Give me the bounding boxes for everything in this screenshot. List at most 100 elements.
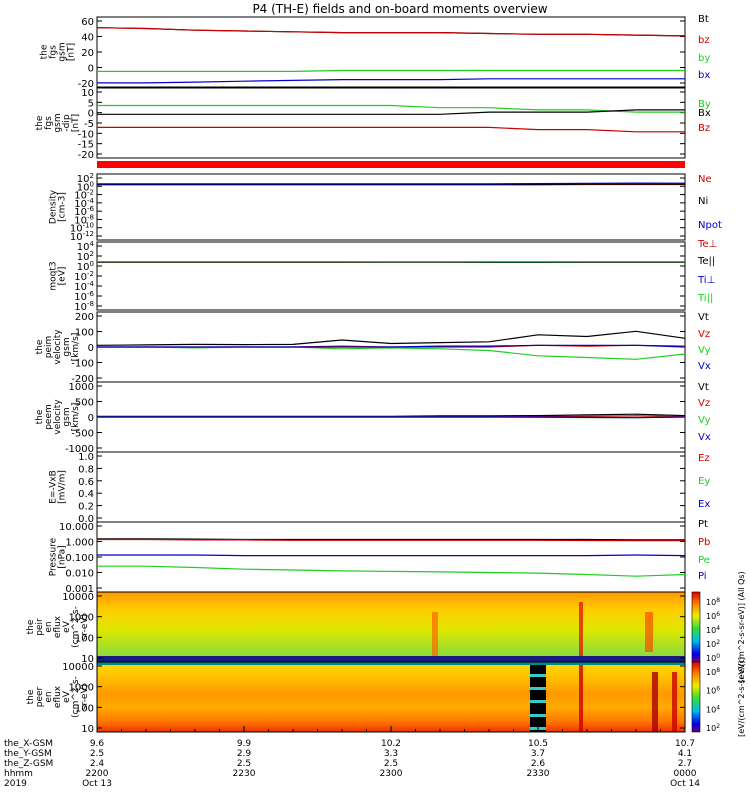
panel-frame (96, 451, 686, 523)
panel-ylabel-line: gsm (62, 337, 72, 356)
data-gap-stripe (530, 687, 546, 690)
x-row-label: the_Z-GSM (4, 759, 53, 769)
y-tick-exponent: -6 (87, 290, 95, 298)
panel-peim-velocity: 200 100 0 -100 -200 the peim velocity gsm [km/s] V… (35, 311, 711, 385)
spectrogram-fill (97, 592, 685, 662)
y-tick-exponent: -2 (87, 189, 94, 197)
x-tick-label-y: 2.5 (90, 749, 104, 759)
panel-ylabel-line: en (44, 691, 54, 702)
legend-label: Ex (698, 499, 710, 510)
panel-ylabel-line: eflux (53, 685, 63, 708)
colorbar-tick-exponent: 4 (716, 704, 720, 711)
panel-ylabel-line: eV (62, 620, 72, 633)
legend-label: Vx (698, 432, 711, 443)
colorbar-tick-label: 100 (706, 653, 720, 663)
y-tick-label: 0.100 (65, 553, 94, 564)
legend-label: Ez (698, 453, 710, 464)
legend-label: Vz (698, 398, 710, 409)
panel-ylabel-line: velocity (53, 329, 63, 365)
colorbar-tick-exponent: 2 (716, 723, 720, 730)
panel-ylabel-line: the (40, 44, 50, 59)
y-tick-label: 0.001 (65, 584, 94, 595)
y-tick-label: 0 (88, 64, 94, 75)
colorbar: 108 106 104 102 100 [eV/(cm^2-s-sr-eV)] (All … (691, 571, 746, 683)
colorbar-label: [eV/(cm^2-s-sr-eV)] (All Qs) (737, 571, 746, 682)
y-tick-label: 200 (75, 312, 94, 323)
data-gap-stripe (530, 700, 546, 703)
panel-fgs-gsm: 60 40 20 0 -20 the fgs gsm [nT] Bt bz by bx (40, 14, 711, 90)
panel-ylabel-line: (cm^2-s- (71, 606, 81, 648)
legend-label: Ni (698, 196, 708, 207)
x-tick-label-x: 10.5 (528, 739, 548, 749)
y-tick-label: 0 (88, 413, 94, 424)
y-tick-label: 1000 (69, 613, 94, 624)
series-line-Vx (97, 416, 686, 419)
x-tick-label-x: 10.7 (675, 739, 695, 749)
legend-label: by (698, 53, 710, 64)
panel-ylabel-line: peir (35, 618, 45, 636)
colorbar-tick-label: 104 (706, 704, 720, 714)
y-tick-exponent: -4 (87, 197, 95, 205)
colorbar-tick-exponent: 6 (716, 611, 720, 618)
panel-ylabel-line: peer (35, 686, 45, 707)
y-tick-label: 20 (81, 48, 94, 59)
x-tick-label-date: Oct 14 (670, 779, 700, 789)
data-gap-stripe (530, 714, 546, 717)
x-tick-label-z: 2.6 (531, 759, 546, 769)
legend-label: Bx (698, 108, 711, 119)
legend-label: bx (698, 70, 710, 81)
spectrogram-band (97, 662, 685, 665)
panel-ylabel-line: peim (44, 336, 54, 359)
panel-ylabel-line: the (35, 115, 45, 130)
colorbar-tick-label: 106 (706, 611, 720, 621)
panel-ylabel-line: fgs (44, 116, 54, 130)
x-tick-label-y: 4.1 (678, 749, 692, 759)
series-line-Vx (97, 344, 686, 348)
panel-ylabel-line: [mV/m] (58, 470, 68, 504)
series-line-bx (97, 78, 685, 84)
legend-label: Bt (698, 14, 709, 25)
legend-label: Pe (698, 555, 710, 566)
x-tick-label-z: 2.7 (678, 759, 692, 769)
y-tick-label: 1000 (69, 683, 94, 694)
series-line-Vt (97, 413, 686, 417)
series-line-By (97, 104, 685, 113)
panel-frame (96, 241, 686, 311)
y-tick-label: 5 (88, 98, 94, 109)
series-line-Bz (97, 126, 685, 133)
colorbar-tick-label: 108 (706, 667, 720, 677)
y-tick-label: 1000 (69, 382, 94, 393)
y-tick-label: -200 (71, 374, 94, 385)
y-tick-label: 0.010 (65, 569, 94, 580)
series-line-bz (96, 27, 686, 37)
panel-ylabel-line: moqt3 (49, 261, 59, 290)
y-tick-label: 10000 (62, 592, 94, 603)
panel-ylabel-line: [nPa] (58, 545, 68, 568)
legend-label: Pb (698, 537, 710, 548)
panel-frame (96, 87, 686, 159)
legend-label: Vy (698, 415, 711, 426)
x-tick-label-y: 3.3 (384, 749, 398, 759)
colorbar-tick-label: 106 (706, 686, 720, 696)
spectrogram-feature (579, 602, 583, 662)
series-line-Vt (96, 330, 686, 346)
y-tick-exponent: -8 (87, 213, 94, 221)
y-tick-exponent: -12 (83, 230, 94, 238)
y-tick-exponent: -8 (87, 300, 94, 308)
y-tick-label: -20 (78, 150, 94, 161)
panel-ylabel-line: the (35, 409, 45, 424)
y-tick-label: 100 (75, 633, 94, 644)
y-tick-exponent: -4 (87, 280, 95, 288)
colorbar-tick-label: 104 (706, 625, 720, 635)
y-tick-label: -15 (78, 140, 94, 151)
x-row-label: 2019 (4, 779, 27, 789)
y-tick-label: 0.0 (78, 514, 94, 525)
legend-label: By (698, 99, 711, 110)
panel-ylabel-line: velocity (53, 399, 63, 435)
x-tick-label-hhmm: 2330 (527, 769, 550, 779)
legend-label: bz (698, 35, 710, 46)
panel-ylabel-line: gsm (62, 407, 72, 426)
